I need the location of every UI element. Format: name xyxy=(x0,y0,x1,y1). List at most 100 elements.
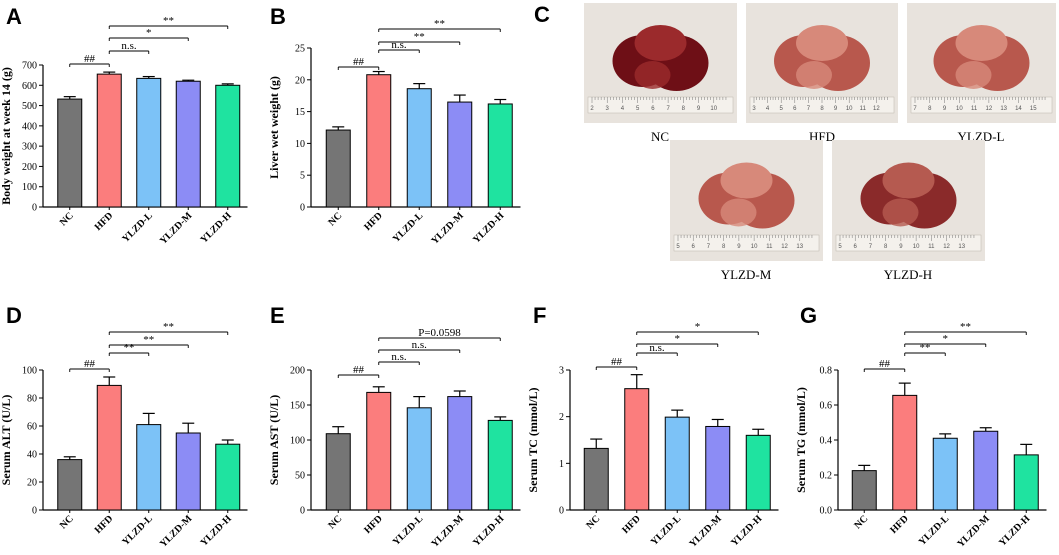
ruler-number: 9 xyxy=(899,244,903,250)
panel-letter: B xyxy=(270,4,286,29)
ruler-number: 7 xyxy=(807,106,811,112)
photo-caption: YLZD-H xyxy=(884,267,932,282)
ruler-number: 10 xyxy=(956,106,963,112)
significance-label: ** xyxy=(434,18,445,30)
photo-caption: NC xyxy=(651,129,669,144)
ruler-number: 8 xyxy=(682,106,686,112)
y-tick-label: 700 xyxy=(22,61,37,72)
ruler-number: 3 xyxy=(752,106,756,112)
category-label: YLZD-H xyxy=(997,513,1032,548)
y-tick-label: 600 xyxy=(22,81,37,92)
category-label: NC xyxy=(58,210,76,228)
panel-letter: C xyxy=(534,2,550,27)
panel-letter: F xyxy=(533,303,546,328)
ruler-number: 11 xyxy=(971,106,978,112)
significance-label: * xyxy=(146,27,152,39)
bar-ylzd-h xyxy=(745,434,771,511)
photo-caption: YLZD-M xyxy=(721,267,772,282)
ruler-number: 5 xyxy=(676,244,680,250)
significance-label: * xyxy=(695,321,701,333)
ruler-number: 9 xyxy=(737,244,741,250)
significance-label: ** xyxy=(143,334,154,346)
ruler-number: 2 xyxy=(590,106,594,112)
y-tick-label: 15 xyxy=(295,107,305,118)
liver-lobe xyxy=(882,198,919,227)
y-tick-label: 300 xyxy=(22,142,37,153)
bar-nc xyxy=(57,459,83,511)
ruler-number: 12 xyxy=(986,106,993,112)
chart-panel-f: F 0 1 2 3 Serum TC (mmol/L) NC HFD YLZD-L YLZD-M Y… xyxy=(526,303,779,550)
ruler-number: 5 xyxy=(838,244,842,250)
significance-label: n.s. xyxy=(391,351,407,363)
y-tick-label: 80 xyxy=(27,394,37,405)
y-tick-label: 40 xyxy=(27,450,37,461)
category-label: YLZD-L xyxy=(120,513,155,548)
y-tick-label: 10 xyxy=(295,139,305,150)
y-axis-title: Serum ALT (U/L) xyxy=(0,395,13,486)
ruler-number: 13 xyxy=(1000,106,1007,112)
significance-label: P=0.0598 xyxy=(418,327,461,339)
y-axis-title: Serum TC (mmol/L) xyxy=(526,387,540,492)
liver-lobe xyxy=(720,198,757,227)
y-tick-label: 1 xyxy=(559,459,564,470)
liver-photo-nc: 2 3 4 5 6 7 8 9 10 NC xyxy=(584,3,737,144)
bar-ylzd-m xyxy=(705,425,731,511)
bar-hfd xyxy=(96,384,122,511)
ruler-number: 9 xyxy=(834,106,838,112)
y-tick-label: 60 xyxy=(27,422,37,433)
category-label: YLZD-H xyxy=(471,210,506,245)
ruler-number: 8 xyxy=(928,106,932,112)
ruler xyxy=(587,96,734,114)
category-label: YLZD-L xyxy=(391,210,426,245)
significance-label: n.s. xyxy=(121,40,137,52)
ruler-number: 11 xyxy=(928,244,935,250)
bar-ylzd-l xyxy=(406,88,432,208)
bar-hfd xyxy=(96,73,122,208)
bar-nc xyxy=(325,433,351,511)
bar-nc xyxy=(851,470,877,511)
significance-label: * xyxy=(943,333,949,345)
bar-ylzd-h xyxy=(1013,454,1039,511)
ruler-number: 12 xyxy=(943,244,950,250)
category-label: HFD xyxy=(888,513,911,536)
y-tick-label: 0 xyxy=(300,506,305,517)
ruler-number: 3 xyxy=(606,106,610,112)
category-label: NC xyxy=(326,210,344,228)
ruler-number: 5 xyxy=(636,106,640,112)
chart-panel-a: A 0 100 200 300 400 500 600 700 Body weight at we… xyxy=(0,4,248,247)
bar-ylzd-h xyxy=(215,443,241,511)
ruler xyxy=(673,234,820,252)
ruler-number: 13 xyxy=(958,244,965,250)
significance-label: ** xyxy=(163,15,174,27)
category-label: YLZD-L xyxy=(917,513,952,548)
bar-nc xyxy=(583,447,609,511)
bar-hfd xyxy=(624,388,650,511)
category-label: YLZD-M xyxy=(158,513,195,550)
y-tick-label: 0.8 xyxy=(820,366,833,377)
bar-nc xyxy=(325,129,351,208)
y-axis-title: Body weight at week 14 (g) xyxy=(0,67,13,205)
bar-hfd xyxy=(892,394,918,511)
ruler-number: 8 xyxy=(820,106,824,112)
ruler-number: 6 xyxy=(793,106,797,112)
panel-letter: G xyxy=(800,303,817,328)
ruler-number: 8 xyxy=(884,244,888,250)
liver-lobe xyxy=(882,162,935,199)
y-tick-label: 200 xyxy=(22,162,37,173)
y-tick-label: 150 xyxy=(290,401,305,412)
y-tick-label: 2 xyxy=(559,412,564,423)
category-label: YLZD-H xyxy=(199,210,234,245)
y-tick-label: 400 xyxy=(22,121,37,132)
panel-letter: A xyxy=(6,4,22,29)
bar-ylzd-l xyxy=(932,437,958,511)
significance-label: ## xyxy=(879,358,891,370)
significance-label: ## xyxy=(353,56,365,68)
category-label: YLZD-H xyxy=(199,513,234,548)
bar-ylzd-l xyxy=(136,424,162,511)
significance-label: ** xyxy=(124,342,135,354)
y-tick-label: 3 xyxy=(559,366,564,377)
